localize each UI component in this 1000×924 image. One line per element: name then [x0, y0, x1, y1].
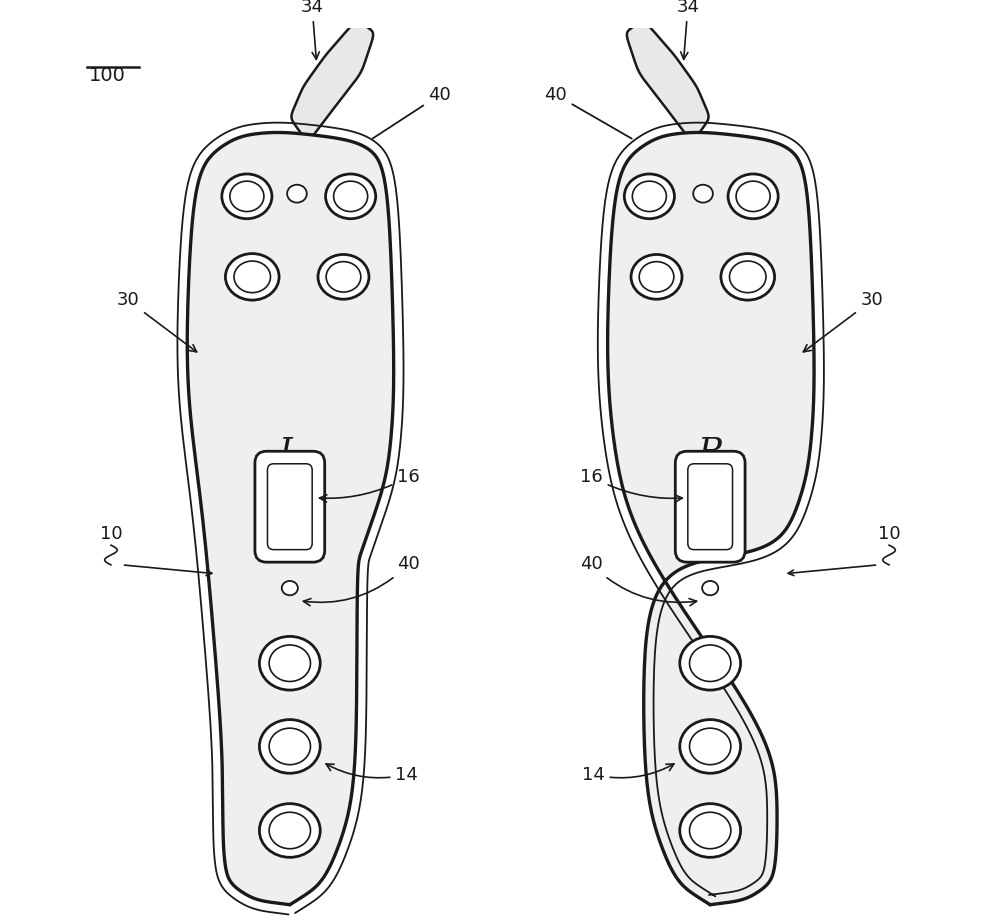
Ellipse shape	[259, 637, 320, 690]
Polygon shape	[608, 132, 814, 905]
Polygon shape	[291, 21, 373, 142]
Ellipse shape	[624, 174, 674, 219]
FancyBboxPatch shape	[675, 451, 745, 562]
FancyBboxPatch shape	[255, 451, 325, 562]
Ellipse shape	[259, 804, 320, 857]
Ellipse shape	[680, 637, 741, 690]
Ellipse shape	[680, 720, 741, 773]
Text: 40: 40	[303, 555, 420, 606]
Ellipse shape	[318, 254, 369, 299]
Text: 14: 14	[582, 764, 674, 784]
Ellipse shape	[693, 185, 713, 202]
Ellipse shape	[287, 185, 307, 202]
Ellipse shape	[282, 581, 298, 595]
Text: 30: 30	[117, 291, 197, 352]
Ellipse shape	[702, 581, 718, 595]
Ellipse shape	[728, 174, 778, 219]
Text: 34: 34	[301, 0, 324, 59]
Text: 40: 40	[544, 86, 632, 139]
Polygon shape	[187, 132, 394, 905]
Text: 14: 14	[326, 764, 418, 784]
Ellipse shape	[225, 253, 279, 300]
Text: 10: 10	[100, 525, 122, 542]
Text: 34: 34	[676, 0, 699, 59]
Text: 100: 100	[89, 66, 125, 85]
Text: 40: 40	[580, 555, 697, 606]
Ellipse shape	[259, 720, 320, 773]
Text: 16: 16	[580, 468, 682, 502]
Ellipse shape	[326, 174, 376, 219]
Ellipse shape	[222, 174, 272, 219]
Text: 30: 30	[803, 291, 883, 352]
Text: 10: 10	[878, 525, 900, 542]
Polygon shape	[627, 21, 709, 142]
Ellipse shape	[631, 254, 682, 299]
Ellipse shape	[680, 804, 741, 857]
Text: L: L	[278, 436, 301, 470]
Text: 40: 40	[373, 86, 451, 139]
Ellipse shape	[721, 253, 775, 300]
Text: 16: 16	[319, 468, 420, 502]
Text: R: R	[697, 436, 723, 470]
